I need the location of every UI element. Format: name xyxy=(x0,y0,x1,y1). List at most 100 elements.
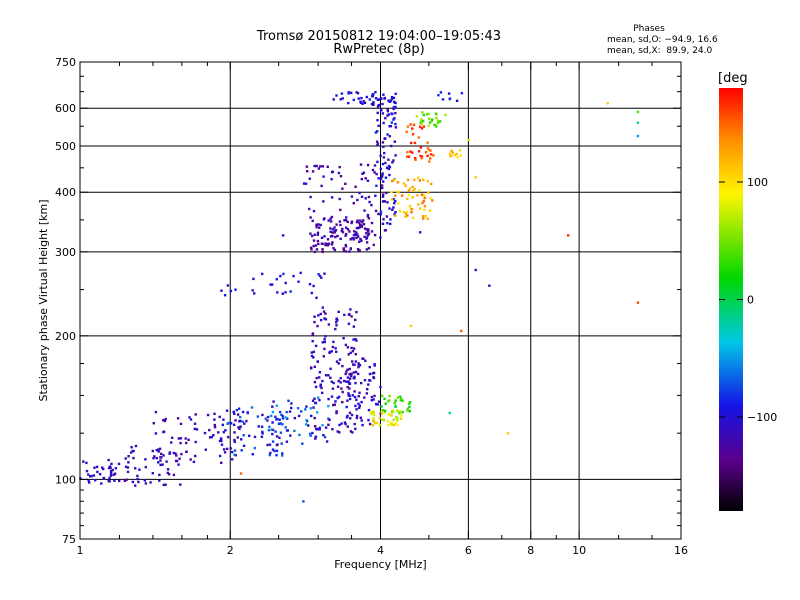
data-point xyxy=(284,291,287,294)
data-point xyxy=(290,402,293,405)
data-point xyxy=(268,453,271,457)
data-point xyxy=(195,428,199,431)
data-point xyxy=(271,448,275,451)
data-point xyxy=(380,97,383,101)
data-point xyxy=(453,153,456,157)
data-point xyxy=(396,181,400,184)
data-point xyxy=(328,418,331,422)
data-point xyxy=(358,240,361,243)
x-tick-label: 16 xyxy=(674,544,688,557)
data-point xyxy=(361,221,364,224)
data-point xyxy=(309,434,312,437)
data-point xyxy=(394,105,397,109)
data-point xyxy=(166,468,170,471)
data-point xyxy=(289,434,292,437)
data-point xyxy=(125,478,128,481)
data-points xyxy=(79,91,640,503)
data-point xyxy=(123,479,127,483)
data-point xyxy=(235,408,238,412)
data-point xyxy=(351,360,354,363)
data-point xyxy=(417,150,421,153)
data-point xyxy=(451,151,454,154)
data-point xyxy=(386,110,390,113)
data-point xyxy=(271,421,274,424)
data-point xyxy=(310,248,313,251)
data-point xyxy=(371,168,375,172)
data-point xyxy=(281,292,284,295)
data-point xyxy=(369,410,373,414)
data-point xyxy=(419,231,422,234)
data-point xyxy=(193,427,196,431)
data-point xyxy=(332,98,335,101)
data-point xyxy=(344,372,347,376)
data-point xyxy=(339,223,342,227)
data-point xyxy=(354,318,357,322)
data-point xyxy=(269,451,272,455)
data-point xyxy=(396,423,399,426)
data-point xyxy=(311,219,314,223)
data-point xyxy=(390,112,393,115)
data-point xyxy=(279,274,282,278)
data-point xyxy=(158,473,161,477)
data-point xyxy=(346,220,349,224)
data-point xyxy=(321,391,324,395)
data-point xyxy=(390,96,394,99)
data-point xyxy=(266,415,270,419)
data-point xyxy=(293,429,296,433)
data-point xyxy=(309,246,313,249)
data-point xyxy=(420,155,424,158)
data-point xyxy=(350,413,354,417)
data-point xyxy=(82,460,85,463)
data-point xyxy=(636,110,640,114)
data-point xyxy=(352,237,355,240)
data-point xyxy=(448,97,452,100)
data-point xyxy=(275,404,279,407)
data-point xyxy=(426,154,429,158)
data-point xyxy=(370,203,373,207)
data-point xyxy=(351,394,354,397)
data-point xyxy=(418,179,421,182)
data-point xyxy=(364,359,367,362)
data-point xyxy=(297,414,301,418)
data-point xyxy=(345,232,348,236)
data-point xyxy=(113,479,116,482)
data-point xyxy=(222,448,226,451)
data-point xyxy=(161,463,164,466)
data-point xyxy=(233,453,236,456)
data-point xyxy=(433,123,436,127)
data-point xyxy=(320,184,323,188)
data-point xyxy=(227,421,230,425)
data-point xyxy=(96,470,99,474)
data-point xyxy=(393,402,396,405)
data-point xyxy=(394,422,397,425)
data-point xyxy=(261,430,264,434)
data-point xyxy=(313,416,316,420)
data-point xyxy=(237,407,241,410)
data-point xyxy=(360,381,363,385)
data-point xyxy=(380,410,384,413)
data-point xyxy=(347,322,351,325)
data-point xyxy=(376,144,379,147)
data-point xyxy=(339,175,343,178)
data-point xyxy=(126,470,130,474)
data-point xyxy=(85,469,89,473)
data-point xyxy=(277,422,281,425)
data-point xyxy=(337,379,340,383)
data-point xyxy=(321,306,324,309)
data-point xyxy=(317,314,320,317)
data-point xyxy=(357,402,360,405)
data-point xyxy=(339,377,342,380)
data-point xyxy=(390,410,394,414)
data-point xyxy=(354,353,357,356)
data-point xyxy=(376,98,380,101)
data-point xyxy=(372,103,375,106)
data-point xyxy=(419,146,422,149)
data-point xyxy=(335,223,338,226)
data-point xyxy=(372,371,376,375)
data-point xyxy=(271,283,274,286)
chart-title: Tromsø 20150812 19:04:00–19:05:43 xyxy=(256,29,501,44)
data-point xyxy=(341,187,344,190)
data-point xyxy=(389,414,392,417)
data-point xyxy=(436,121,440,124)
data-point xyxy=(134,484,137,487)
